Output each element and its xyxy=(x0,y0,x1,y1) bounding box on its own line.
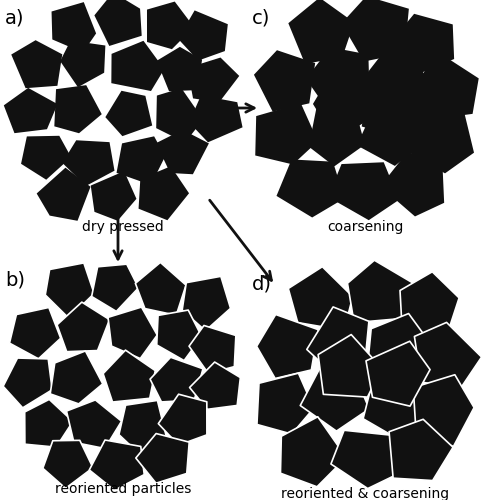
Text: reoriented particles: reoriented particles xyxy=(55,482,191,496)
Text: a): a) xyxy=(5,8,24,27)
Text: c): c) xyxy=(252,8,270,27)
Text: reoriented & coarsening: reoriented & coarsening xyxy=(281,487,449,500)
Text: coarsening: coarsening xyxy=(327,220,403,234)
Text: dry pressed: dry pressed xyxy=(82,220,164,234)
Text: d): d) xyxy=(252,275,272,294)
Text: b): b) xyxy=(5,270,25,289)
